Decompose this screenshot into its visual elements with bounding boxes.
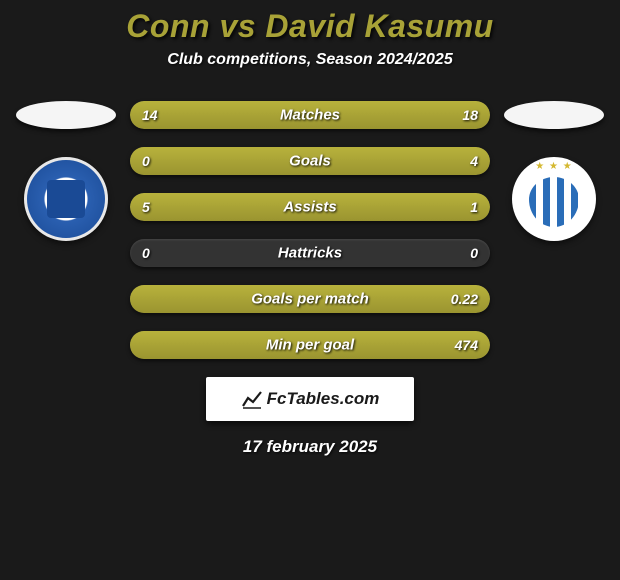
player-disc-left: [16, 101, 116, 129]
stat-value-left: 5: [142, 199, 150, 215]
date-label: 17 february 2025: [0, 437, 620, 457]
stat-label: Assists: [283, 199, 336, 216]
stat-label: Hattricks: [278, 245, 342, 262]
stat-bars: 14 Matches 18 0 Goals 4 5 Assists 1 0 Hattricks 0 Go…: [130, 101, 490, 359]
stat-label: Matches: [280, 107, 340, 124]
stat-value-right: 0.22: [451, 291, 478, 307]
bar-fill-left: [130, 193, 430, 221]
club-badge-left: [24, 157, 108, 241]
stat-value-right: 4: [470, 153, 478, 169]
stat-value-right: 474: [455, 337, 478, 353]
branding-text: FcTables.com: [267, 389, 380, 409]
stat-value-left: 0: [142, 245, 150, 261]
stat-label: Min per goal: [266, 337, 354, 354]
comparison-card: Conn vs David Kasumu Club competitions, …: [0, 0, 620, 457]
club-badge-right-stripes: [529, 177, 579, 227]
stat-value-right: 18: [462, 107, 478, 123]
player-disc-right: [504, 101, 604, 129]
club-badge-left-inner: [47, 180, 85, 218]
stat-value-right: 0: [470, 245, 478, 261]
stat-bar: 0 Hattricks 0: [130, 239, 490, 267]
left-player-column: [16, 101, 116, 241]
stat-bar: Min per goal 474: [130, 331, 490, 359]
right-player-column: ★ ★ ★: [504, 101, 604, 241]
stats-area: 14 Matches 18 0 Goals 4 5 Assists 1 0 Hattricks 0 Go…: [0, 101, 620, 359]
stat-bar: 5 Assists 1: [130, 193, 490, 221]
stat-label: Goals per match: [251, 291, 369, 308]
stat-value-left: 14: [142, 107, 158, 123]
subtitle: Club competitions, Season 2024/2025: [0, 51, 620, 69]
stat-bar: Goals per match 0.22: [130, 285, 490, 313]
stat-value-right: 1: [470, 199, 478, 215]
stat-label: Goals: [289, 153, 331, 170]
chart-icon: [241, 388, 263, 410]
stat-bar: 14 Matches 18: [130, 101, 490, 129]
stat-bar: 0 Goals 4: [130, 147, 490, 175]
club-badge-right: ★ ★ ★: [512, 157, 596, 241]
branding-badge: FcTables.com: [206, 377, 414, 421]
star-icon: ★ ★ ★: [535, 161, 572, 172]
page-title: Conn vs David Kasumu: [0, 8, 620, 45]
stat-value-left: 0: [142, 153, 150, 169]
bar-fill-right: [430, 193, 490, 221]
